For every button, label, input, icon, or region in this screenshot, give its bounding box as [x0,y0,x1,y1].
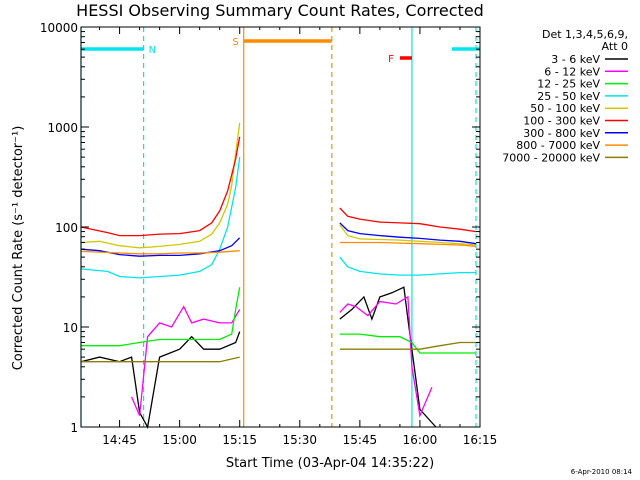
flag-label-n: N [149,45,156,56]
x-tick-label: 15:15 [222,433,257,447]
axes: 14:45 15:00 15:15 15:30 15:45 16:00 16:15 1 10 10… [40,21,497,447]
series-line [80,250,240,255]
x-tick-label: 16:15 [463,433,498,447]
series-line [339,256,476,276]
x-axis-label: Start Time (03-Apr-04 14:35:22) [226,456,434,471]
legend-label: 7000 - 20000 keV [502,151,600,164]
series-line [339,341,476,350]
marker-lines [80,27,477,427]
y-tick-label: 10 [63,321,78,335]
x-tick-label: 15:00 [162,433,197,447]
series-line [81,287,241,347]
legend-label: 6 - 12 keV [544,65,600,78]
legend-label: 50 - 100 keV [530,102,600,115]
series-line [80,157,241,279]
series-line [339,241,477,248]
y-tick-label: 100 [55,221,78,235]
x-tick-label: 15:45 [343,433,378,447]
legend-header-detectors: Det 1,3,4,5,6,9, [542,28,628,41]
legend-label: 12 - 25 keV [537,78,600,91]
series-line [339,222,477,245]
timestamp: 6-Apr-2010 08:14 [571,468,633,476]
series-line [339,286,437,428]
legend-label: 800 - 7000 keV [516,139,600,152]
y-tick-label: 1 [70,421,78,435]
flag-bars: N S F [81,37,480,65]
plot-frame [80,26,481,428]
legend-label: 100 - 300 keV [523,115,600,128]
legend-label: 25 - 50 keV [537,90,600,103]
series-line [131,305,241,416]
chart-title: HESSI Observing Summary Count Rates, Cor… [76,1,484,20]
legend-label: 300 - 800 keV [523,127,600,140]
series-line [81,356,240,363]
series-line [339,224,477,246]
flag-label-s: S [232,37,238,48]
series-line [80,136,241,237]
series-line [80,122,241,249]
series-line [339,333,476,354]
x-tick-label: 16:00 [403,433,438,447]
flag-label-f: F [388,54,394,65]
y-axis-label: Corrected Count Rate (s⁻¹ detector⁻¹) [11,126,26,371]
legend-label: 3 - 6 keV [551,53,600,66]
x-tick-label: 15:30 [282,433,317,447]
y-tick-label: 10000 [40,21,78,35]
series-line [339,207,477,233]
series-lines [80,122,477,429]
series-line [339,295,433,418]
y-tick-label: 1000 [47,121,78,135]
legend-header-attenuator: Att 0 [602,40,628,53]
x-tick-label: 14:45 [102,433,137,447]
